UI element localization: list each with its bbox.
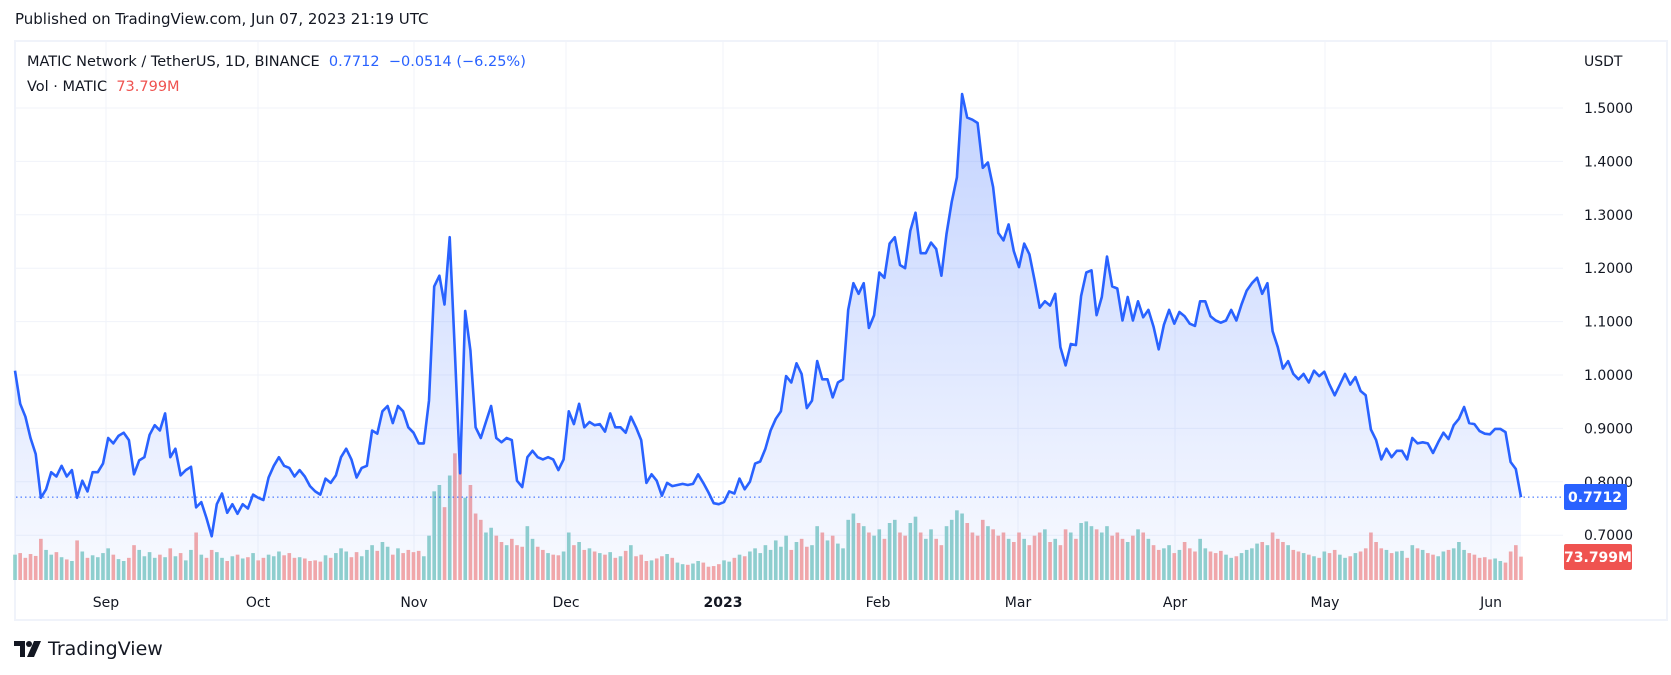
last-price-badge: 0.7712 xyxy=(1564,484,1627,510)
published-caption: Published on TradingView.com, Jun 07, 20… xyxy=(15,10,429,28)
price-change: −0.0514 (−6.25%) xyxy=(388,54,526,70)
price-axis[interactable]: 1.5000 1.4000 1.3000 1.2000 1.1000 1.0000 0.90… xyxy=(1584,101,1633,544)
time-tick-label: Dec xyxy=(552,595,579,611)
time-axis[interactable]: Sep Oct Nov Dec 2023 Feb Mar Apr May Jun xyxy=(93,595,1502,611)
volume-badge-text: 73.799M xyxy=(1564,550,1632,566)
time-tick-label: Nov xyxy=(400,595,427,611)
tradingview-logo-icon xyxy=(14,641,41,657)
time-tick-label: 2023 xyxy=(704,595,743,611)
price-line xyxy=(13,92,1523,538)
time-tick-label: Sep xyxy=(93,595,120,611)
last-price-badge-text: 0.7712 xyxy=(1568,490,1622,506)
price-tick-label: 1.4000 xyxy=(1584,154,1633,170)
tradingview-logo-text: TradingView xyxy=(48,638,163,660)
volume-value: 73.799M xyxy=(116,79,180,95)
price-tick-label: 1.3000 xyxy=(1584,208,1633,224)
time-tick-label: Oct xyxy=(246,595,271,611)
time-tick-label: Apr xyxy=(1163,595,1187,611)
chart-pane[interactable] xyxy=(14,40,1668,621)
time-tick-label: Jun xyxy=(1479,595,1502,611)
price-area-fill xyxy=(15,94,1521,580)
price-axis-unit: USDT xyxy=(1584,54,1623,70)
last-price: 0.7712 xyxy=(328,54,380,70)
price-tick-label: 0.9000 xyxy=(1584,421,1633,437)
price-tick-label: 1.1000 xyxy=(1584,315,1633,331)
volume-title: Vol · MATIC xyxy=(27,79,108,95)
price-tick-label: 1.5000 xyxy=(1584,101,1633,117)
symbol-legend: MATIC Network / TetherUS, 1D, BINANCE 0.… xyxy=(27,54,526,70)
price-tick-label: 0.7000 xyxy=(1584,528,1633,544)
price-tick-label: 1.0000 xyxy=(1584,368,1633,384)
volume-badge: 73.799M xyxy=(1564,544,1632,570)
time-tick-label: Feb xyxy=(866,595,891,611)
price-tick-label: 1.2000 xyxy=(1584,261,1633,277)
time-tick-label: Mar xyxy=(1005,595,1032,611)
time-tick-label: May xyxy=(1311,595,1340,611)
symbol-title: MATIC Network / TetherUS, 1D, BINANCE xyxy=(27,54,320,70)
tradingview-logo[interactable]: TradingView xyxy=(14,638,163,660)
volume-legend: Vol · MATIC 73.799M xyxy=(27,79,180,95)
